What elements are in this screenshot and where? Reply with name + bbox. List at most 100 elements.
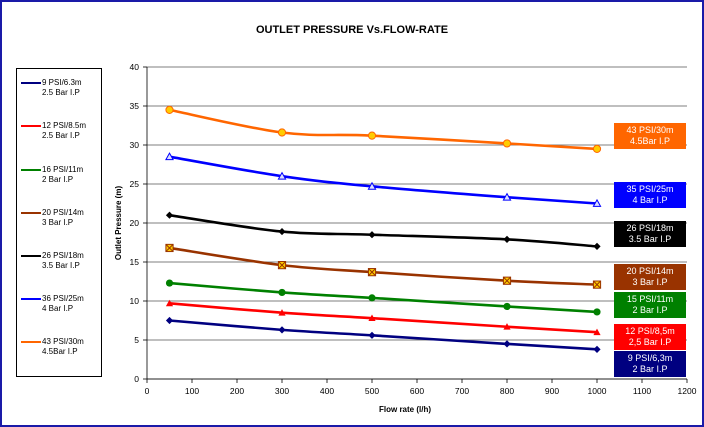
data-point [367,131,377,140]
series-end-label-line: 9 PSI/6,3m [627,353,673,363]
series-1 [165,299,601,336]
series-line [169,319,598,351]
series-end-label: 26 PSI/18m 3.5 Bar I.P [614,221,686,247]
data-point-x [368,268,376,277]
data-point [592,144,602,153]
legend-series-subtitle: 2 Bar I.P [42,175,74,184]
x-tick-label: 500 [365,386,379,396]
series-end-label-line: 2,5 Bar I.P [628,337,672,347]
series-end-label-line: 20 PSI/14m [626,266,674,276]
legend-series-subtitle: 4 Bar I.P [42,304,74,313]
series-6 [165,105,602,153]
series-end-label: 35 PSI/25m 4 Bar I.P [614,182,686,208]
legend-label: 12 PSI/8.5m 2.5 Bar I.P [42,121,86,141]
series-end-label-line: 4 Bar I.P [632,195,668,205]
data-point [503,323,511,330]
data-point [165,105,174,115]
legend-series-subtitle: 4.5Bar I.P [42,347,78,356]
data-point [592,198,602,207]
data-point [277,171,287,180]
legend: 9 PSI/6.3m 2.5 Bar I.P 12 PSI/8.5m 2.5 Bar … [16,68,102,377]
series-end-label-line: 43 PSI/30m [626,125,674,135]
x-tick-label: 1100 [633,386,652,396]
series-5 [165,152,602,207]
data-point [277,128,287,137]
x-tick-label: 1200 [678,386,697,396]
chart-title: OUTLET PRESSURE Vs.FLOW-RATE [255,24,449,36]
data-point-x [165,244,174,252]
data-point [278,326,286,334]
legend-swatch [21,169,41,171]
y-tick-label: 0 [134,374,139,384]
series-end-label-line: 2 Bar I.P [632,305,668,315]
legend-series-name: 16 PSI/11m [42,165,84,174]
series-end-label-line: 3 Bar I.P [632,277,668,287]
legend-swatch [21,125,41,127]
y-tick-label: 5 [134,335,139,345]
legend-swatch [21,82,41,84]
series-end-label-line: 26 PSI/18m [626,223,674,233]
data-point [165,316,174,325]
y-tick-label: 30 [130,140,140,150]
series-line [169,246,598,286]
x-tick-label: 400 [320,386,334,396]
data-point [165,299,174,307]
legend-series-subtitle: 3 Bar I.P [42,218,74,227]
data-point-x [278,261,286,270]
data-point [278,227,286,236]
series-0 [165,316,601,353]
data-point [502,139,512,148]
y-tick-label: 20 [130,218,140,228]
data-point [593,328,601,336]
series-end-label-line: 4.5Bar I.P [629,136,671,146]
data-point [503,340,511,348]
legend-swatch [21,212,41,214]
legend-series-name: 9 PSI/6.3m [42,78,82,87]
x-tick-label: 300 [275,386,289,396]
legend-series-name: 36 PSI/25m [42,294,84,303]
data-point-x [503,276,511,285]
x-tick-label: 900 [545,386,559,396]
data-point [368,331,376,339]
legend-series-name: 20 PSI/14m [42,208,84,217]
legend-series-subtitle: 2.5 Bar I.P [42,88,80,97]
data-point [368,294,376,302]
legend-label: 43 PSI/30m 4.5Bar I.P [42,337,84,357]
legend-label: 26 PSI/18m 3.5 Bar I.P [42,251,84,271]
legend-series-name: 12 PSI/8.5m [42,121,87,130]
data-point [278,288,286,297]
data-point [502,192,512,201]
series-3 [165,243,602,289]
x-axis-title: Flow rate (l/h) [379,405,431,414]
series-4 [165,211,601,250]
y-tick-label: 10 [130,296,140,306]
y-tick-label: 35 [130,101,140,111]
x-tick-label: 600 [410,386,424,396]
data-point [278,309,286,316]
data-point [368,231,376,239]
series-end-label: 15 PSI/11m 2 Bar I.P [614,292,686,318]
legend-series-subtitle: 2.5 Bar I.P [42,131,80,140]
data-point [367,181,377,190]
series-end-label: 20 PSI/14m 3 Bar I.P [614,264,686,290]
series-end-label: 43 PSI/30m 4.5Bar I.P [614,123,686,149]
data-point [165,152,174,161]
legend-label: 36 PSI/25m 4 Bar I.P [42,294,84,314]
x-tick-label: 1000 [588,386,607,396]
data-point-x [593,280,601,289]
x-tick-label: 200 [230,386,244,396]
legend-label: 9 PSI/6.3m 2.5 Bar I.P [42,78,82,98]
data-point [368,314,376,322]
data-point [165,211,174,219]
data-point [593,242,601,250]
legend-series-name: 43 PSI/30m [42,337,84,346]
series-line [169,155,598,205]
y-tick-label: 15 [130,257,140,267]
data-point [593,308,601,316]
legend-label: 20 PSI/14m 3 Bar I.P [42,208,84,228]
data-point [503,302,511,311]
series-end-label-line: 12 PSI/8,5m [625,326,675,336]
series-line [169,213,598,248]
data-point [593,345,601,353]
